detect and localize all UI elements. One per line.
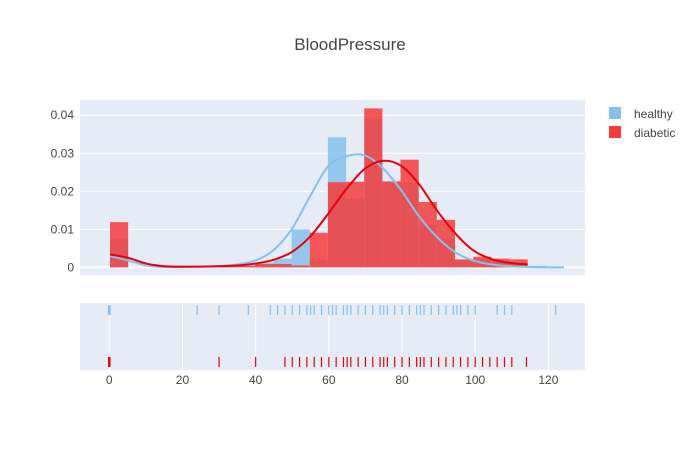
chart-title: BloodPressure bbox=[294, 35, 406, 54]
bar-diabetic bbox=[400, 159, 419, 268]
bar-diabetic bbox=[346, 181, 365, 268]
y-axis-ticks: 0 0.01 0.02 0.03 0.04 bbox=[51, 108, 75, 274]
y-tick-label: 0.03 bbox=[51, 146, 75, 160]
legend[interactable]: healthy diabetic bbox=[609, 107, 675, 140]
x-tick-label: 60 bbox=[322, 373, 336, 387]
bar-diabetic bbox=[382, 181, 401, 268]
x-tick-label: 0 bbox=[106, 373, 113, 387]
bar-diabetic bbox=[436, 219, 456, 268]
x-tick-label: 20 bbox=[176, 373, 190, 387]
legend-label: healthy bbox=[634, 107, 673, 121]
x-tick-label: 120 bbox=[538, 373, 558, 387]
legend-item-healthy[interactable]: healthy bbox=[609, 107, 673, 121]
legend-item-diabetic[interactable]: diabetic bbox=[609, 126, 675, 140]
bar-diabetic bbox=[237, 265, 256, 268]
legend-swatch bbox=[609, 126, 621, 138]
bar-diabetic bbox=[327, 182, 347, 268]
bar-diabetic bbox=[255, 263, 274, 268]
bar-diabetic bbox=[273, 263, 292, 268]
bar-healthy bbox=[291, 229, 310, 268]
x-tick-label: 40 bbox=[249, 373, 263, 387]
legend-swatch bbox=[609, 107, 621, 119]
bar-diabetic bbox=[455, 259, 474, 268]
y-tick-label: 0.01 bbox=[51, 222, 75, 236]
bar-diabetic bbox=[364, 108, 383, 268]
kde-curve-diabetic bbox=[109, 159, 528, 268]
y-tick-label: 0 bbox=[67, 260, 74, 274]
y-tick-label: 0.04 bbox=[51, 108, 75, 122]
x-tick-label: 100 bbox=[465, 373, 485, 387]
bar-healthy bbox=[273, 258, 292, 268]
legend-label: diabetic bbox=[634, 126, 675, 140]
kde-curves bbox=[109, 153, 565, 269]
bar-diabetic bbox=[291, 265, 310, 268]
rug-marks bbox=[108, 305, 557, 367]
x-tick-label: 80 bbox=[395, 373, 409, 387]
bar-diabetic bbox=[491, 258, 510, 268]
bar-diabetic bbox=[309, 232, 328, 268]
x-axis-ticks: 0 20 40 60 80 100 120 bbox=[106, 373, 559, 387]
bar-diabetic bbox=[418, 201, 437, 268]
y-tick-label: 0.02 bbox=[51, 184, 75, 198]
